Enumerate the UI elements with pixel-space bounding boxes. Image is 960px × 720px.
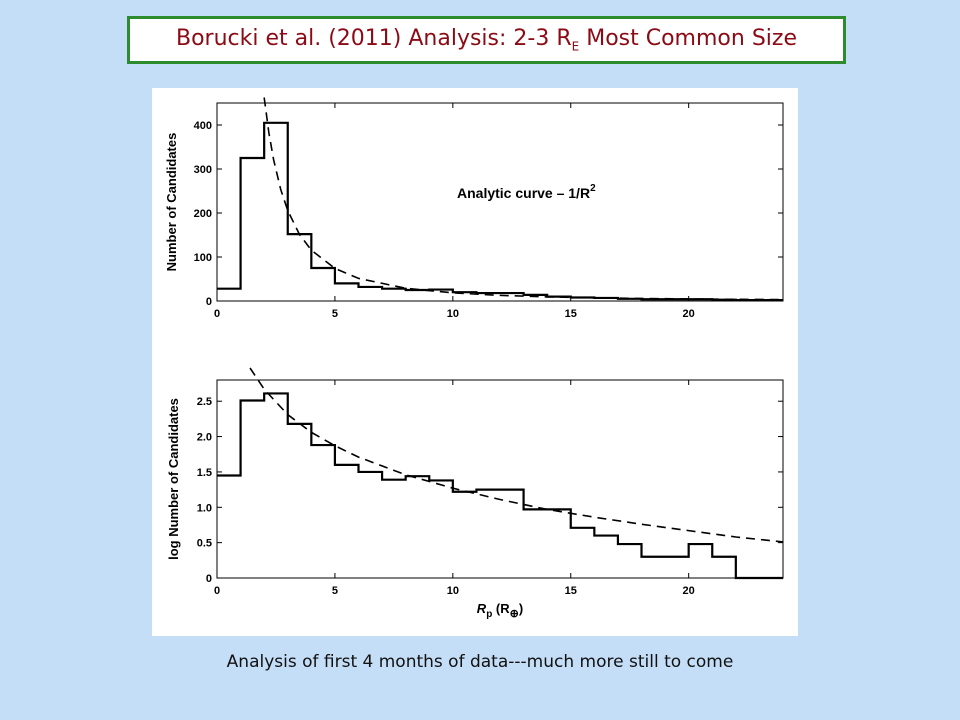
plot2-y-axis-label: log Number of Candidates bbox=[166, 398, 181, 560]
y-tick-label: 200 bbox=[194, 208, 212, 220]
plot2-x-axis-label: Rp (R⊕) bbox=[477, 601, 523, 620]
x-tick-label: 0 bbox=[214, 585, 220, 597]
xlabel-r: R bbox=[477, 601, 487, 616]
slide-caption: Analysis of first 4 months of data---muc… bbox=[226, 652, 734, 672]
y-tick-label: 100 bbox=[194, 252, 212, 264]
slide-title-main: Borucki et al. (2011) Analysis: 2-3 R bbox=[176, 26, 572, 52]
x-tick-label: 20 bbox=[683, 585, 695, 597]
x-tick-label: 15 bbox=[565, 585, 577, 597]
xlabel-suffix: (R bbox=[492, 601, 510, 616]
x-tick-label: 10 bbox=[447, 585, 459, 597]
slide-title: Borucki et al. (2011) Analysis: 2-3 RE M… bbox=[176, 26, 797, 53]
y-tick-label: 0 bbox=[206, 573, 212, 585]
plot2-analytic-curve-series bbox=[249, 367, 784, 543]
x-tick-label: 5 bbox=[332, 308, 338, 320]
slide-title-subscript: E bbox=[571, 39, 580, 54]
y-tick-label: 2.0 bbox=[197, 432, 212, 444]
y-tick-label: 2.5 bbox=[197, 396, 212, 408]
plot1-analytic-curve-series bbox=[263, 97, 784, 301]
annotation-superscript: 2 bbox=[590, 183, 596, 194]
plot1-frame bbox=[216, 102, 784, 302]
figure-panel: 0 5 10 15 20 0 100 200 300 400 Number of Candidat… bbox=[152, 88, 798, 636]
x-tick-label: 5 bbox=[332, 585, 338, 597]
xlabel-close: ) bbox=[519, 601, 523, 616]
y-tick-label: 1.5 bbox=[197, 467, 212, 479]
plot1-y-axis-label: Number of Candidates bbox=[164, 133, 179, 272]
plot-log-number-of-candidates: 0 5 10 15 20 0 0.5 1.0 1.5 2.0 2.5 log Number of C… bbox=[166, 367, 784, 620]
y-tick-label: 1.0 bbox=[197, 502, 212, 514]
y-tick-label: 400 bbox=[194, 120, 212, 132]
earth-symbol-icon: ⊕ bbox=[510, 608, 519, 620]
plot1-ticks bbox=[216, 103, 783, 302]
annotation-text: Analytic curve – 1/R bbox=[457, 185, 590, 201]
x-tick-label: 0 bbox=[214, 308, 220, 320]
slide-title-box: Borucki et al. (2011) Analysis: 2-3 RE M… bbox=[127, 16, 846, 64]
y-tick-label: 0.5 bbox=[197, 538, 212, 550]
xlabel-subscript: p bbox=[486, 609, 492, 620]
plot2-ticks bbox=[216, 380, 783, 579]
analytic-curve-annotation: Analytic curve – 1/R2 bbox=[457, 183, 596, 201]
x-tick-label: 15 bbox=[565, 308, 577, 320]
plot1-histogram-series bbox=[217, 121, 783, 302]
slide-title-suffix: Most Common Size bbox=[579, 26, 797, 52]
y-tick-label: 0 bbox=[206, 296, 212, 308]
plot2-histogram-series bbox=[217, 392, 783, 580]
x-tick-label: 10 bbox=[447, 308, 459, 320]
plot2-frame bbox=[216, 379, 784, 579]
y-tick-label: 300 bbox=[194, 164, 212, 176]
x-tick-label: 20 bbox=[683, 308, 695, 320]
plot2-tick-labels: 0 5 10 15 20 0 0.5 1.0 1.5 2.0 2.5 bbox=[197, 396, 695, 597]
